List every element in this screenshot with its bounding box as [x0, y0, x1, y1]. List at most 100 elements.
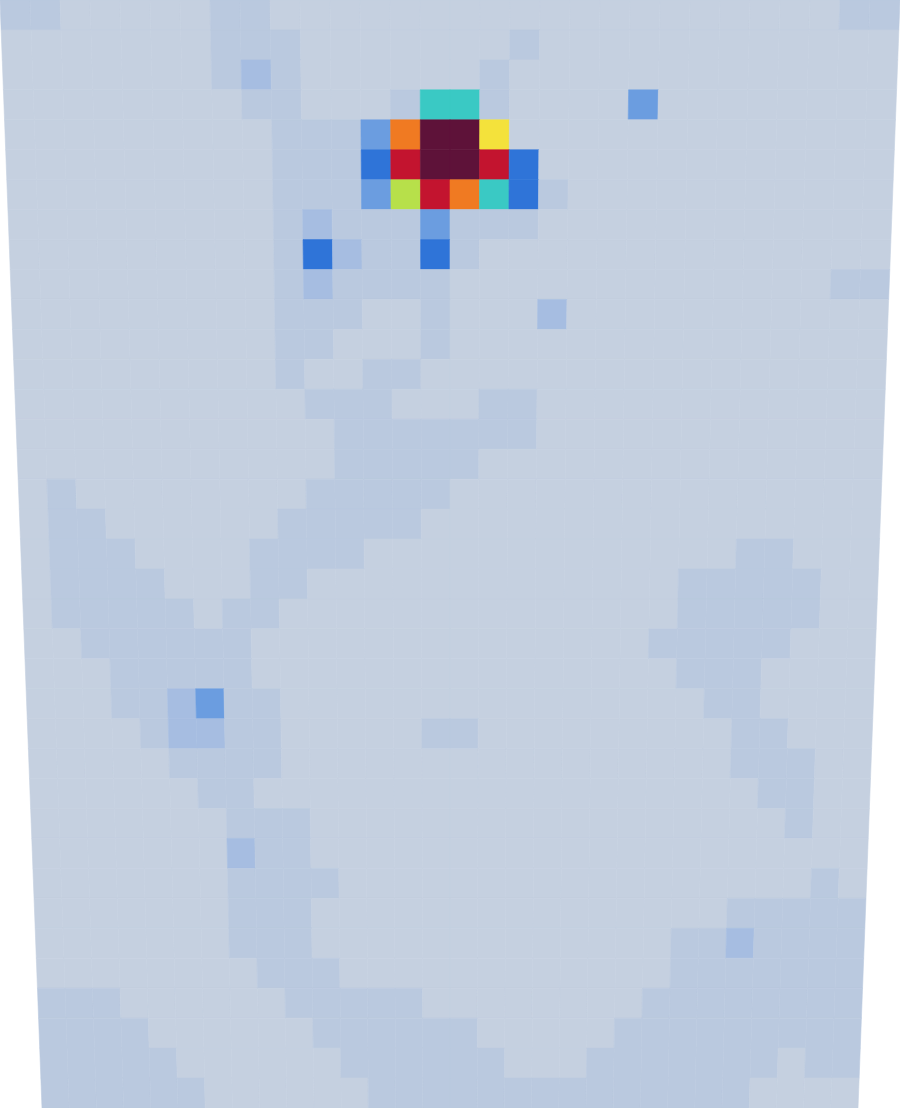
heat-cell [807, 988, 835, 1018]
heat-cell [338, 749, 366, 779]
heat-cell [241, 60, 271, 90]
heat-cell [478, 629, 506, 659]
heat-cell [559, 1018, 587, 1048]
heat-cell [563, 659, 592, 689]
heat-cell [194, 599, 223, 629]
heat-cell [59, 809, 88, 839]
heat-cell [808, 958, 837, 988]
heat-cell [781, 928, 810, 958]
heat-cell [859, 270, 889, 300]
field-view [0, 0, 900, 1108]
heat-cell [251, 629, 280, 659]
heat-cell [532, 988, 560, 1018]
heat-cell [839, 838, 868, 868]
heat-cell [835, 958, 864, 988]
heat-cell [217, 329, 247, 359]
heat-cell [243, 150, 273, 180]
heat-cell [273, 180, 303, 210]
heat-cell [191, 479, 220, 509]
heat-cell [286, 1048, 314, 1078]
heat-cell [332, 240, 362, 270]
heat-cell [652, 419, 681, 449]
heat-cell [753, 928, 781, 958]
heat-cell [840, 809, 869, 839]
heat-cell [832, 210, 862, 240]
heat-cell [563, 689, 592, 719]
heat-cell [510, 60, 540, 90]
heat-cell [225, 749, 254, 779]
heat-cell [0, 0, 31, 30]
heat-cell [624, 359, 654, 389]
heat-cell [748, 30, 779, 60]
heat-cell [701, 809, 730, 839]
heat-cell [244, 210, 274, 240]
heat-cell [559, 1078, 587, 1108]
heat-cell [226, 779, 255, 809]
heat-cell [600, 0, 630, 30]
heat-cell [421, 509, 450, 539]
heat-cell [540, 30, 570, 60]
heat-cell [776, 120, 807, 150]
heat-cell [506, 689, 534, 719]
heat-cell [618, 779, 646, 809]
heat-cell [756, 838, 785, 868]
heat-cell [790, 629, 819, 659]
heat-cell [588, 898, 616, 928]
heat-cell [258, 1018, 286, 1048]
heat-cell [730, 749, 759, 779]
heat-cell [681, 419, 711, 449]
heat-cell [147, 958, 175, 988]
heat-cell [450, 1018, 477, 1048]
heat-cell [250, 539, 279, 569]
heat-cell [169, 749, 198, 779]
heat-cell [566, 389, 595, 419]
heat-cell [33, 868, 62, 898]
heat-cell [751, 1018, 779, 1048]
heat-cell [480, 60, 510, 90]
heat-cell [678, 539, 707, 569]
heat-cell [710, 419, 740, 449]
heat-cell [423, 1078, 450, 1108]
heat-cell [645, 809, 673, 839]
heat-cell [535, 629, 564, 659]
heat-cell [622, 509, 651, 539]
heat-cell [366, 809, 394, 839]
heat-cell [700, 838, 729, 868]
heat-cell [801, 270, 831, 300]
heat-cell [421, 359, 450, 389]
heat-cell [281, 749, 309, 779]
heat-cell [478, 958, 506, 988]
heat-cell [767, 449, 797, 479]
heat-cell [229, 958, 257, 988]
heat-cell [422, 779, 450, 809]
heat-cell [567, 299, 597, 329]
heat-cell [620, 599, 649, 629]
heat-cell [732, 689, 761, 719]
heat-cell [368, 1048, 396, 1078]
heat-cell [589, 809, 617, 839]
heat-cell [717, 90, 747, 120]
heat-cell [560, 988, 588, 1018]
heat-cell [305, 389, 334, 419]
heat-cell [420, 30, 450, 60]
heat-cell [69, 270, 99, 300]
heat-cell [725, 958, 753, 988]
heat-cell [758, 779, 787, 809]
heat-cell [774, 180, 804, 210]
heat-cell [142, 779, 171, 809]
heat-cell [365, 599, 394, 629]
heat-cell [74, 419, 104, 449]
heat-cell [670, 958, 698, 988]
heat-cell [643, 958, 671, 988]
heat-cell [394, 719, 422, 749]
heat-cell [450, 569, 479, 599]
heat-cell [644, 868, 672, 898]
heat-cell [686, 150, 716, 180]
heat-cell [248, 479, 277, 509]
heat-cell [113, 749, 142, 779]
heat-cell [314, 1078, 342, 1108]
heat-cell [422, 988, 450, 1018]
heat-cell [626, 240, 656, 270]
heat-cell [50, 569, 80, 599]
heat-cell [450, 689, 478, 719]
